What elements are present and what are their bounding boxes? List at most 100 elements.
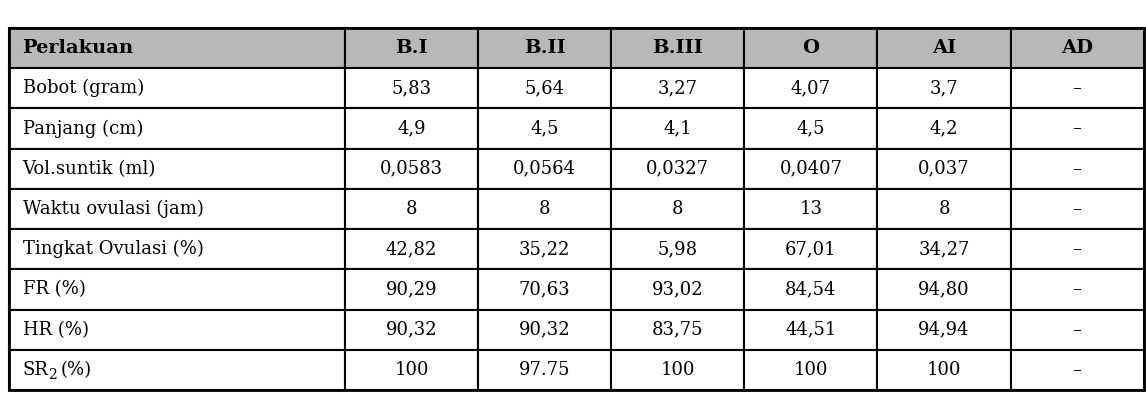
Text: B.I: B.I <box>395 39 427 57</box>
Bar <box>878 148 1011 189</box>
Bar <box>611 310 745 350</box>
Text: 0,0564: 0,0564 <box>513 160 576 178</box>
Bar <box>878 229 1011 269</box>
Text: 2: 2 <box>48 368 56 382</box>
Bar <box>478 310 611 350</box>
Bar <box>1011 229 1144 269</box>
Bar <box>9 28 345 68</box>
Bar <box>9 189 345 229</box>
Bar <box>745 189 878 229</box>
Text: 8: 8 <box>672 200 683 218</box>
Bar <box>478 68 611 108</box>
Bar <box>878 350 1011 390</box>
Text: 5,64: 5,64 <box>525 79 565 97</box>
Text: HR (%): HR (%) <box>23 321 88 339</box>
Bar <box>878 189 1011 229</box>
Text: 90,32: 90,32 <box>519 321 571 339</box>
Text: 8: 8 <box>539 200 550 218</box>
Text: Vol.suntik (ml): Vol.suntik (ml) <box>23 160 156 178</box>
Text: AD: AD <box>1061 39 1093 57</box>
Text: 0,0407: 0,0407 <box>779 160 842 178</box>
Bar <box>478 148 611 189</box>
Bar <box>1011 269 1144 310</box>
Text: 67,01: 67,01 <box>785 240 837 258</box>
Bar <box>611 108 745 148</box>
Bar <box>478 28 611 68</box>
Text: 100: 100 <box>794 361 829 379</box>
Bar <box>745 148 878 189</box>
Text: 0,0327: 0,0327 <box>646 160 709 178</box>
Text: –: – <box>1073 119 1082 137</box>
Text: 83,75: 83,75 <box>652 321 704 339</box>
Text: 3,7: 3,7 <box>929 79 958 97</box>
Text: –: – <box>1073 361 1082 379</box>
Text: 5,98: 5,98 <box>658 240 698 258</box>
Text: 100: 100 <box>927 361 961 379</box>
Text: 4,5: 4,5 <box>796 119 825 137</box>
Bar <box>1011 28 1144 68</box>
Bar <box>1011 108 1144 148</box>
Bar <box>878 68 1011 108</box>
Bar <box>1011 189 1144 229</box>
Bar <box>345 229 478 269</box>
Bar <box>345 189 478 229</box>
Bar <box>611 189 745 229</box>
Text: Tingkat Ovulasi (%): Tingkat Ovulasi (%) <box>23 240 204 258</box>
Text: 4,9: 4,9 <box>398 119 426 137</box>
Text: 4,5: 4,5 <box>531 119 559 137</box>
Text: –: – <box>1073 281 1082 298</box>
Bar <box>1011 350 1144 390</box>
Text: 0,037: 0,037 <box>918 160 970 178</box>
Bar <box>9 269 345 310</box>
Text: 70,63: 70,63 <box>519 281 571 298</box>
Text: 90,32: 90,32 <box>386 321 438 339</box>
Text: 13: 13 <box>800 200 823 218</box>
Bar <box>9 310 345 350</box>
Bar <box>745 350 878 390</box>
Text: –: – <box>1073 160 1082 178</box>
Text: 42,82: 42,82 <box>386 240 438 258</box>
Bar <box>9 68 345 108</box>
Bar <box>611 148 745 189</box>
Text: –: – <box>1073 200 1082 218</box>
Text: 100: 100 <box>660 361 696 379</box>
Bar <box>9 350 345 390</box>
Text: O: O <box>802 39 819 57</box>
Bar <box>745 68 878 108</box>
Text: 93,02: 93,02 <box>652 281 704 298</box>
Text: –: – <box>1073 79 1082 97</box>
Text: AI: AI <box>932 39 956 57</box>
Bar <box>611 68 745 108</box>
Text: Perlakuan: Perlakuan <box>23 39 134 57</box>
Bar <box>611 28 745 68</box>
Text: 4,1: 4,1 <box>664 119 692 137</box>
Text: SR: SR <box>23 361 48 379</box>
Text: 5,83: 5,83 <box>392 79 432 97</box>
Bar <box>345 269 478 310</box>
Text: 100: 100 <box>394 361 429 379</box>
Bar <box>478 108 611 148</box>
Bar <box>9 229 345 269</box>
Text: 90,29: 90,29 <box>386 281 438 298</box>
Bar <box>345 28 478 68</box>
Text: –: – <box>1073 240 1082 258</box>
Text: 44,51: 44,51 <box>785 321 837 339</box>
Bar <box>745 229 878 269</box>
Bar <box>1011 310 1144 350</box>
Text: 34,27: 34,27 <box>918 240 970 258</box>
Bar <box>9 108 345 148</box>
Bar <box>345 68 478 108</box>
Text: B.III: B.III <box>652 39 704 57</box>
Bar <box>9 148 345 189</box>
Text: 97.75: 97.75 <box>519 361 571 379</box>
Bar <box>478 269 611 310</box>
Bar <box>478 229 611 269</box>
Text: –: – <box>1073 321 1082 339</box>
Bar <box>1011 148 1144 189</box>
Bar <box>745 28 878 68</box>
Bar <box>345 148 478 189</box>
Bar <box>611 269 745 310</box>
Text: 35,22: 35,22 <box>519 240 571 258</box>
Text: Bobot (gram): Bobot (gram) <box>23 79 144 98</box>
Bar <box>745 310 878 350</box>
